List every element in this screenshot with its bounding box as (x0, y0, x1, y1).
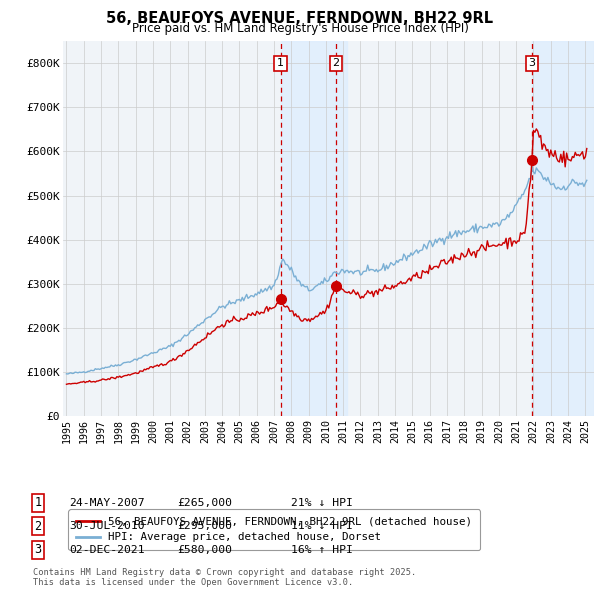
Text: 2: 2 (34, 520, 41, 533)
Text: £295,000: £295,000 (177, 522, 232, 531)
Text: 3: 3 (529, 58, 536, 68)
Text: 1: 1 (34, 496, 41, 509)
Text: Contains HM Land Registry data © Crown copyright and database right 2025.
This d: Contains HM Land Registry data © Crown c… (33, 568, 416, 587)
Bar (281, 41, 336, 416)
Text: £265,000: £265,000 (177, 498, 232, 507)
Text: 1: 1 (277, 58, 284, 68)
Text: 56, BEAUFOYS AVENUE, FERNDOWN, BH22 9RL: 56, BEAUFOYS AVENUE, FERNDOWN, BH22 9RL (106, 11, 494, 25)
Text: 2: 2 (332, 58, 340, 68)
Bar (336, 41, 347, 416)
Text: 24-MAY-2007: 24-MAY-2007 (69, 498, 145, 507)
Text: 3: 3 (34, 543, 41, 556)
Legend: 56, BEAUFOYS AVENUE, FERNDOWN, BH22 9RL (detached house), HPI: Average price, de: 56, BEAUFOYS AVENUE, FERNDOWN, BH22 9RL … (68, 509, 480, 550)
Text: Price paid vs. HM Land Registry's House Price Index (HPI): Price paid vs. HM Land Registry's House … (131, 22, 469, 35)
Text: 02-DEC-2021: 02-DEC-2021 (69, 545, 145, 555)
Text: 16% ↑ HPI: 16% ↑ HPI (291, 545, 353, 555)
Text: 30-JUL-2010: 30-JUL-2010 (69, 522, 145, 531)
Text: £580,000: £580,000 (177, 545, 232, 555)
Text: 21% ↓ HPI: 21% ↓ HPI (291, 498, 353, 507)
Text: 11% ↓ HPI: 11% ↓ HPI (291, 522, 353, 531)
Bar (532, 41, 594, 416)
